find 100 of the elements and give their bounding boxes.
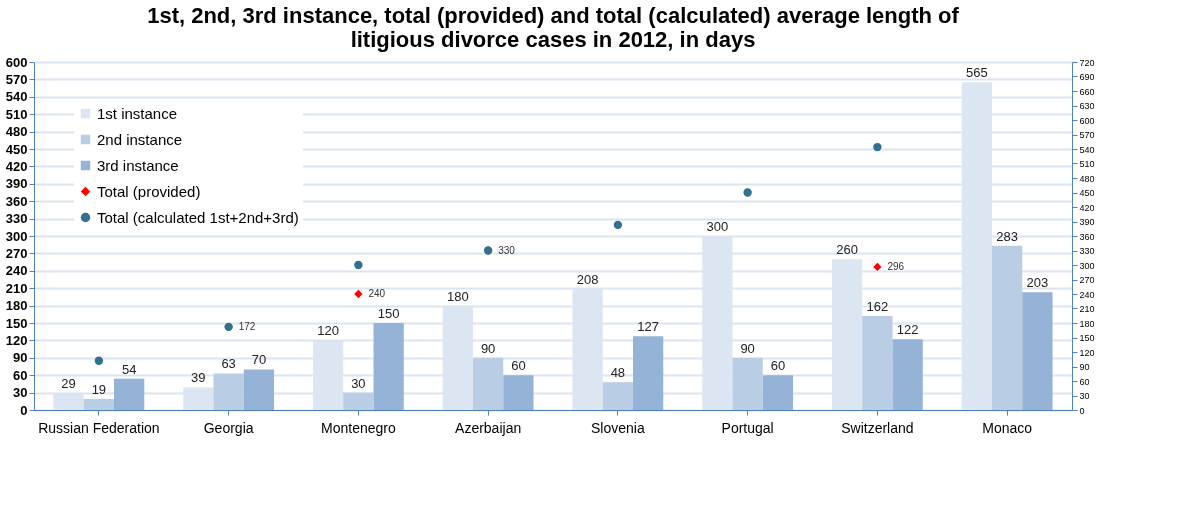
y-tick-label: 60 [13,367,28,383]
point [873,262,882,272]
data-label: 90 [740,340,755,356]
bar [343,392,374,410]
y2-tick-label: 300 [1079,260,1095,271]
data-label: 283 [996,228,1018,244]
y-tick-label: 30 [13,385,28,401]
y2-tick-label: 600 [1079,115,1095,126]
legend-label: 3rd instance [97,156,179,174]
data-label: 296 [887,260,905,272]
data-label: 122 [896,322,919,338]
y-tick-label: 330 [5,211,28,227]
y2-tick-label: 690 [1079,72,1095,82]
y2-tick-label: 240 [1079,289,1095,300]
y2-tick-label: 270 [1079,275,1095,285]
y-tick-label: 120 [5,332,28,348]
data-label: 162 [866,299,889,315]
bar [762,375,794,410]
data-label: 150 [377,306,400,321]
bar [213,373,244,410]
point [743,188,752,197]
data-label: 60 [770,358,786,374]
y2-tick-label: 390 [1079,217,1095,227]
text: 1st, 2nd, 3rd instance, total (provided) and total (calculated) average length of [147,3,959,28]
y-tick-label: 90 [13,350,28,366]
bar [114,378,145,410]
y2-tick-label: 480 [1079,173,1095,184]
y-tick-label: 540 [5,89,28,105]
y-tick-label: 150 [5,315,28,331]
data-label: 60 [511,358,526,374]
y2-tick-label: 540 [1079,144,1095,155]
y2-tick-label: 630 [1079,101,1095,111]
y2-tick-label: 60 [1079,376,1090,387]
y2-tick-label: 660 [1079,86,1095,97]
y-tick-label: 420 [5,158,28,174]
point [873,142,882,152]
data-label: 19 [91,381,107,397]
x-tick-label: Georgia [203,419,254,436]
y2-tick-label: 420 [1079,202,1095,213]
data-label: 240 [368,288,386,299]
bar [83,398,115,410]
point [94,356,104,365]
data-label: 90 [480,340,496,356]
legend-label: Total (provided) [97,182,201,200]
bar [862,316,893,410]
data-label: 120 [317,323,339,339]
data-label: 70 [251,352,267,368]
bar [892,339,923,410]
y-tick-label: 480 [5,124,28,140]
data-label: 30 [351,375,366,391]
y2-tick-label: 0 [1079,405,1085,416]
y2-tick-label: 510 [1079,159,1095,169]
data-label: 260 [836,242,858,258]
y-tick-label: 180 [5,298,28,314]
y-tick-label: 0 [20,402,28,418]
data-label: 180 [447,288,469,304]
x-tick-label: Monaco [982,419,1033,436]
y2-tick-label: 360 [1079,231,1095,242]
data-label: 300 [706,219,729,234]
data-label: 203 [1026,275,1049,291]
x-tick-label: Russian Federation [38,419,160,436]
bar [373,323,404,410]
data-label: 54 [121,361,137,377]
data-label: 330 [498,244,516,256]
y-tick-label: 570 [5,71,28,87]
x-tick-label: Slovenia [591,419,645,436]
y2-tick-label: 90 [1079,362,1090,372]
bar [503,375,534,410]
y2-tick-label: 720 [1079,57,1095,68]
point [613,220,623,230]
y2-tick-label: 30 [1079,391,1090,401]
legend-label: 1st instance [97,104,178,122]
bar [732,357,763,410]
data-label: 63 [221,356,236,372]
x-tick-label: Portugal [721,419,774,436]
data-label: 565 [966,65,988,81]
y2-tick-label: 180 [1079,318,1095,329]
data-label: 127 [637,319,659,335]
y2-tick-label: 450 [1079,188,1095,198]
y-tick-label: 600 [5,54,28,70]
data-label: 172 [238,320,256,332]
y2-tick-label: 210 [1079,304,1095,314]
point [354,289,363,299]
data-label: 39 [191,370,206,386]
y-tick-label: 270 [5,245,28,261]
point [354,260,363,270]
y-tick-label: 510 [5,106,28,122]
bar [472,357,504,410]
x-tick-label: Switzerland [841,419,914,436]
y-tick-label: 360 [5,193,28,209]
x-tick-label: Montenegro [321,419,396,436]
data-label: 48 [610,365,626,381]
bar [991,245,1023,410]
legend-label: 2nd instance [97,130,183,148]
y-tick-label: 210 [5,280,28,296]
x-tick-label: Azerbaijan [455,419,522,436]
y-tick-label: 450 [5,141,28,157]
bar [602,382,634,410]
y-tick-label: 390 [5,176,28,192]
bar [243,369,275,410]
